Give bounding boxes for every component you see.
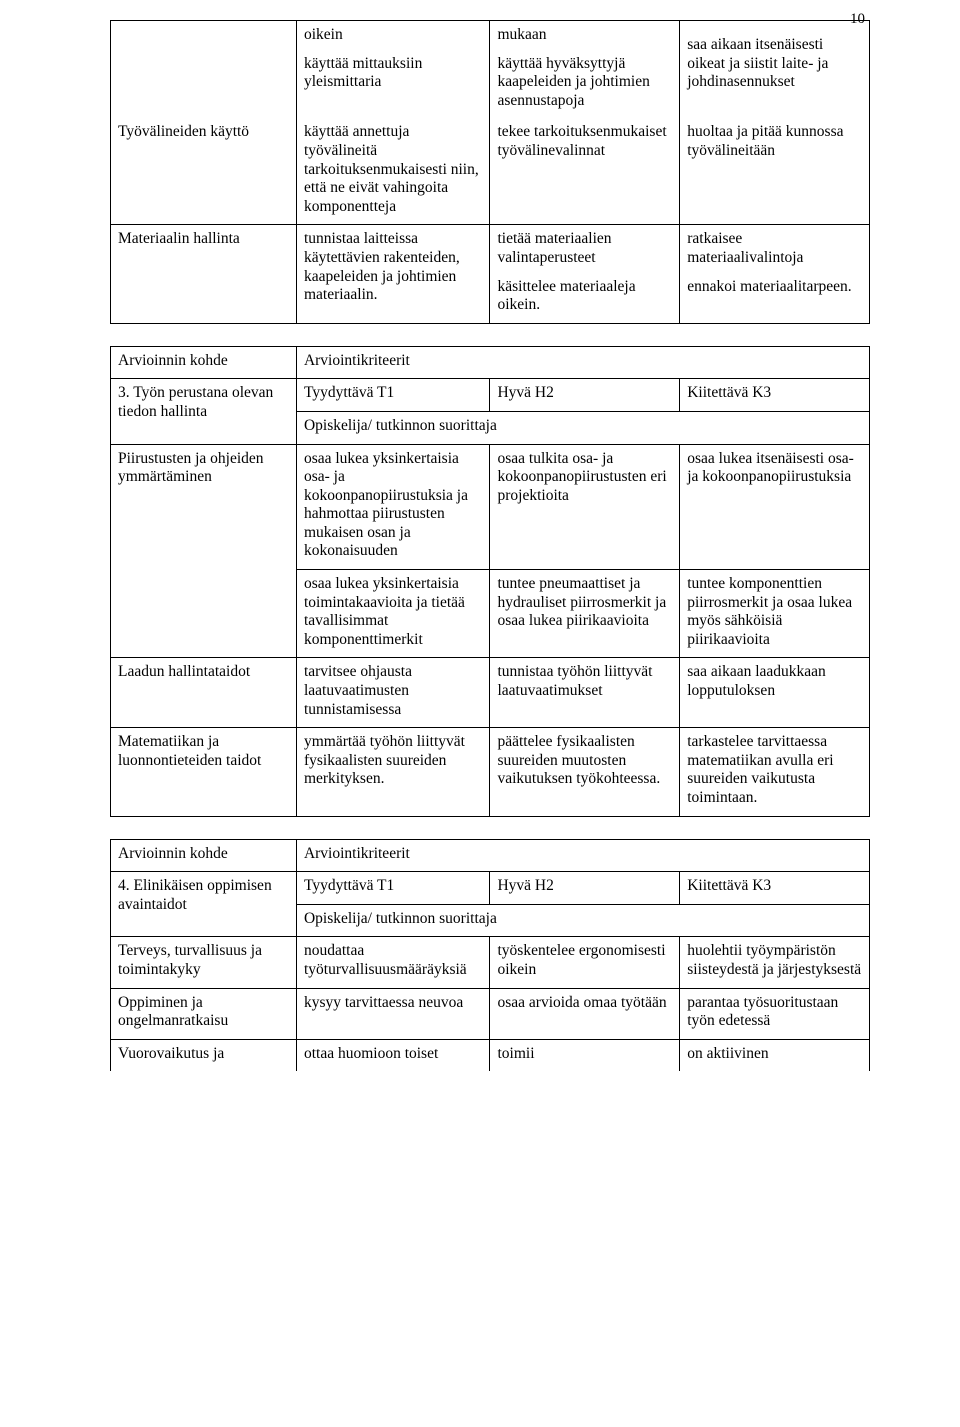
cell: parantaa työsuoritustaan työn edetessä bbox=[680, 988, 870, 1039]
table-row: Terveys, turvallisuus ja toimintakyky no… bbox=[111, 937, 870, 988]
cell: osaa lukea yksinkertaisia toimintakaavio… bbox=[296, 570, 490, 658]
cell: Tyydyttävä T1 bbox=[296, 379, 490, 412]
text: ratkaisee materiaalivalintoja bbox=[687, 230, 862, 267]
table-row: 4. Elinikäisen oppimisen avaintaidot Tyy… bbox=[111, 872, 870, 905]
cell: tarkastelee tarvittaessa matematiikan av… bbox=[680, 728, 870, 816]
cell: tuntee pneumaattiset ja hydrauliset piir… bbox=[490, 570, 680, 658]
table-row: Arvioinnin kohde Arviointikriteerit bbox=[111, 839, 870, 872]
text: oikein bbox=[304, 26, 483, 45]
cell-label: Työvälineiden käyttö bbox=[111, 118, 297, 224]
table-row: Vuorovaikutus ja ottaa huomioon toiset t… bbox=[111, 1039, 870, 1071]
text: ennakoi materiaalitarpeen. bbox=[687, 278, 862, 297]
table-row: oikein käyttää mittauksiin yleismittaria… bbox=[111, 21, 870, 119]
cell: Opiskelija/ tutkinnon suorittaja bbox=[296, 904, 869, 937]
cell: tietää materiaalien valintaperusteet käs… bbox=[490, 225, 680, 323]
text: käyttää mittauksiin yleismittaria bbox=[304, 55, 483, 92]
cell: tunnistaa laitteissa käytettävien rakent… bbox=[296, 225, 490, 323]
cell: tekee tarkoituksenmukaiset työvälinevali… bbox=[490, 118, 680, 224]
cell: tunnistaa työhön liittyvät laatuvaatimuk… bbox=[490, 658, 680, 728]
cell: ymmärtää työhön liittyvät fysikaalisten … bbox=[296, 728, 490, 816]
cell-label: Laadun hallintataidot bbox=[111, 658, 297, 728]
table-row: Matematiikan ja luonnontieteiden taidot … bbox=[111, 728, 870, 816]
table-row: Materiaalin hallinta tunnistaa laitteiss… bbox=[111, 225, 870, 323]
cell: Tyydyttävä T1 bbox=[296, 872, 490, 905]
cell: mukaan käyttää hyväksyttyjä kaapeleiden … bbox=[490, 21, 680, 119]
cell: Arviointikriteerit bbox=[296, 346, 869, 379]
cell: osaa arvioida omaa työtään bbox=[490, 988, 680, 1039]
cell: Kiitettävä K3 bbox=[680, 872, 870, 905]
cell: toimii bbox=[490, 1039, 680, 1071]
cell: huoltaa ja pitää kunnossa työvälineitään bbox=[680, 118, 870, 224]
cell: Hyvä H2 bbox=[490, 379, 680, 412]
cell-label: Materiaalin hallinta bbox=[111, 225, 297, 323]
table-1: oikein käyttää mittauksiin yleismittaria… bbox=[110, 20, 870, 324]
cell: on aktiivinen bbox=[680, 1039, 870, 1071]
cell: ottaa huomioon toiset bbox=[296, 1039, 490, 1071]
cell: Kiitettävä K3 bbox=[680, 379, 870, 412]
table-row: Laadun hallintataidot tarvitsee ohjausta… bbox=[111, 658, 870, 728]
table-row: 3. Työn perustana olevan tiedon hallinta… bbox=[111, 379, 870, 412]
cell: kysyy tarvittaessa neuvoa bbox=[296, 988, 490, 1039]
cell: ratkaisee materiaalivalintoja ennakoi ma… bbox=[680, 225, 870, 323]
cell: huolehtii työympäristön siisteydestä ja … bbox=[680, 937, 870, 988]
cell: noudattaa työturvallisuusmääräyksiä bbox=[296, 937, 490, 988]
cell-label: 3. Työn perustana olevan tiedon hallinta bbox=[111, 379, 297, 444]
cell-label: Vuorovaikutus ja bbox=[111, 1039, 297, 1071]
text: saa aikaan itsenäisesti oikeat ja siisti… bbox=[687, 36, 862, 92]
cell: oikein käyttää mittauksiin yleismittaria bbox=[296, 21, 490, 119]
cell-label: Matematiikan ja luonnontieteiden taidot bbox=[111, 728, 297, 816]
table-row: Piirustusten ja ohjeiden ymmärtäminen os… bbox=[111, 444, 870, 570]
table-3: Arvioinnin kohde Arviointikriteerit 4. E… bbox=[110, 839, 870, 1072]
cell: tuntee komponenttien piirrosmerkit ja os… bbox=[680, 570, 870, 658]
page-number: 10 bbox=[850, 10, 865, 28]
text: käsittelee materiaaleja oikein. bbox=[497, 278, 672, 315]
cell: Opiskelija/ tutkinnon suorittaja bbox=[296, 411, 869, 444]
cell: Arvioinnin kohde bbox=[111, 839, 297, 872]
cell: käyttää annettuja työvälineitä tarkoituk… bbox=[296, 118, 490, 224]
cell-label: Piirustusten ja ohjeiden ymmärtäminen bbox=[111, 444, 297, 658]
table-row: Arvioinnin kohde Arviointikriteerit bbox=[111, 346, 870, 379]
table-row: Työvälineiden käyttö käyttää annettuja t… bbox=[111, 118, 870, 224]
cell: työskentelee ergonomisesti oikein bbox=[490, 937, 680, 988]
table-2: Arvioinnin kohde Arviointikriteerit 3. T… bbox=[110, 346, 870, 817]
cell: Arviointikriteerit bbox=[296, 839, 869, 872]
cell: päättelee fysikaalisten suureiden muutos… bbox=[490, 728, 680, 816]
text: käyttää hyväksyttyjä kaapeleiden ja joht… bbox=[497, 55, 672, 111]
text: mukaan bbox=[497, 26, 672, 45]
cell: osaa tulkita osa- ja kokoonpanopiirustus… bbox=[490, 444, 680, 570]
cell: saa aikaan laadukkaan lopputuloksen bbox=[680, 658, 870, 728]
text: tietää materiaalien valintaperusteet bbox=[497, 230, 672, 267]
cell-label: Terveys, turvallisuus ja toimintakyky bbox=[111, 937, 297, 988]
cell: saa aikaan itsenäisesti oikeat ja siisti… bbox=[680, 21, 870, 119]
cell: Arvioinnin kohde bbox=[111, 346, 297, 379]
page: 10 oikein käyttää mittauksiin yleismitta… bbox=[0, 0, 960, 1427]
cell: tarvitsee ohjausta laatuvaatimusten tunn… bbox=[296, 658, 490, 728]
cell-label: 4. Elinikäisen oppimisen avaintaidot bbox=[111, 872, 297, 937]
cell: osaa lukea yksinkertaisia osa- ja kokoon… bbox=[296, 444, 490, 570]
table-row: Oppiminen ja ongelmanratkaisu kysyy tarv… bbox=[111, 988, 870, 1039]
cell bbox=[111, 21, 297, 119]
cell: osaa lukea itsenäisesti osa- ja kokoonpa… bbox=[680, 444, 870, 570]
cell-label: Oppiminen ja ongelmanratkaisu bbox=[111, 988, 297, 1039]
cell: Hyvä H2 bbox=[490, 872, 680, 905]
